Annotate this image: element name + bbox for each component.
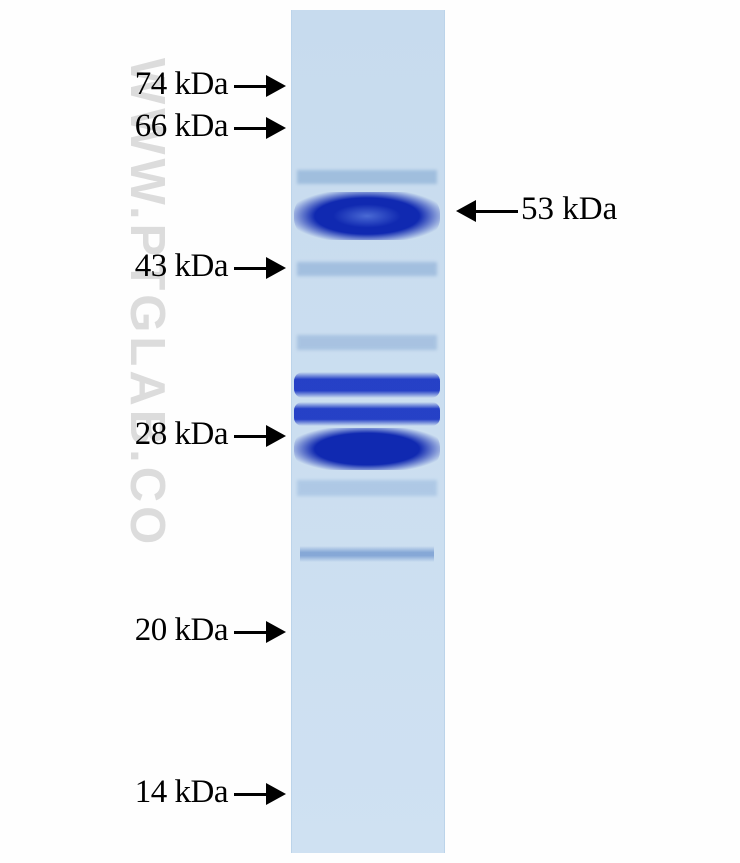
arrow-right-icon <box>234 793 272 796</box>
gel-lane <box>291 10 443 853</box>
marker-label-left: 66 kDa <box>0 110 228 143</box>
marker-label-left: 20 kDa <box>0 614 228 647</box>
gel-band <box>300 546 434 562</box>
gel-band <box>297 335 437 350</box>
arrow-right-icon <box>234 85 272 88</box>
marker-label-left: 74 kDa <box>0 68 228 101</box>
arrow-left-icon <box>470 210 518 213</box>
gel-band <box>294 372 440 398</box>
gel-band <box>294 192 440 240</box>
arrow-right-icon <box>234 631 272 634</box>
gel-band <box>297 262 437 276</box>
arrow-right-icon <box>234 435 272 438</box>
gel-band <box>294 428 440 470</box>
arrow-right-icon <box>234 127 272 130</box>
marker-label-left: 14 kDa <box>0 776 228 809</box>
marker-label-right: 53 kDa <box>521 193 617 226</box>
gel-band <box>294 402 440 426</box>
gel-band <box>297 480 437 496</box>
gel-band <box>297 170 437 184</box>
marker-label-left: 43 kDa <box>0 250 228 283</box>
arrow-right-icon <box>234 267 272 270</box>
marker-label-left: 28 kDa <box>0 418 228 451</box>
